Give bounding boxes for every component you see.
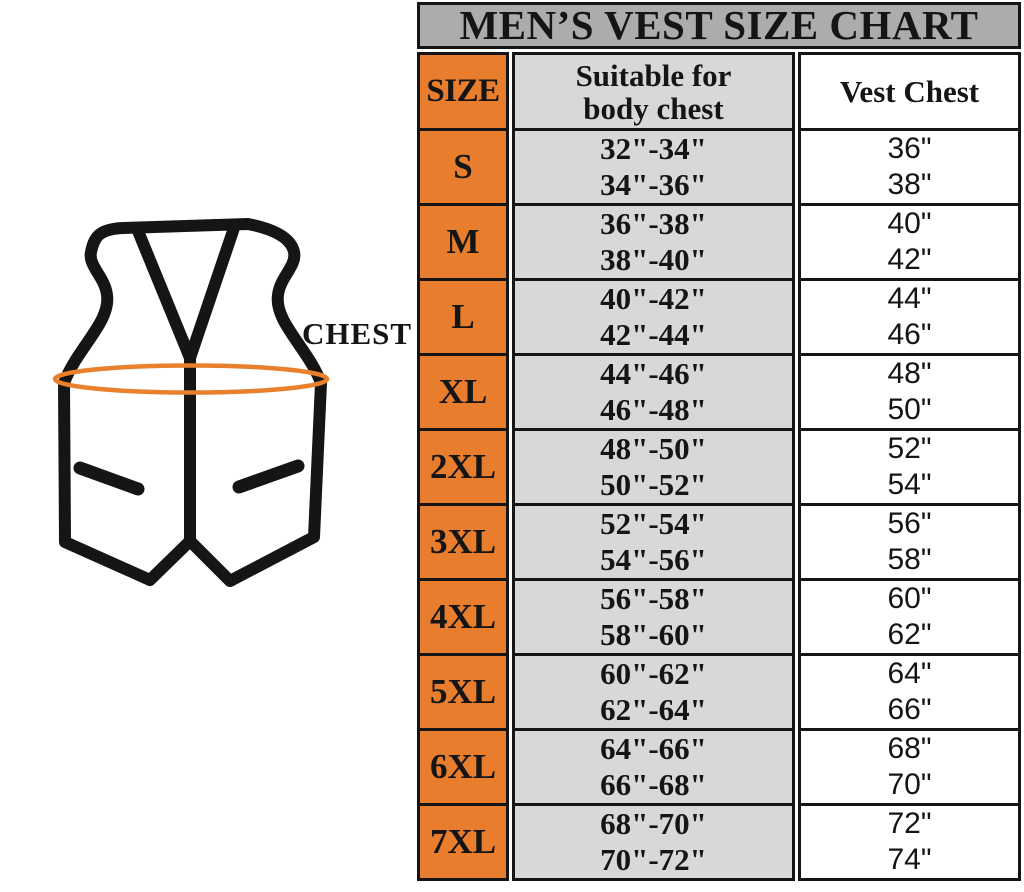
body-chest-cell: 40"-42" 42"-44" bbox=[515, 278, 792, 353]
size-cell: 5XL bbox=[420, 653, 506, 728]
size-chart-table: MEN’S VEST SIZE CHART SIZE S M L XL 2XL 3XL 4X… bbox=[417, 2, 1021, 881]
body-chest-value: 56"-58" bbox=[600, 581, 707, 616]
vest-chest-value: 48" bbox=[887, 357, 932, 390]
column-header-size: SIZE bbox=[426, 73, 500, 109]
vest-chest-value: 44" bbox=[887, 282, 932, 315]
vest-chest-cell: 44" 46" bbox=[801, 278, 1018, 353]
chest-label: CHEST bbox=[302, 316, 413, 351]
vest-chest-value: 64" bbox=[887, 657, 932, 690]
vest-chest-value: 66" bbox=[887, 693, 932, 726]
body-chest-value: 36"-38" bbox=[600, 206, 707, 241]
body-chest-cell: 56"-58" 58"-60" bbox=[515, 578, 792, 653]
size-cell: 7XL bbox=[420, 803, 506, 878]
vest-chest-value: 72" bbox=[887, 807, 932, 840]
body-chest-value: 70"-72" bbox=[600, 842, 707, 877]
column-header-body-chest-line1: Suitable for bbox=[575, 57, 732, 93]
table-columns: SIZE S M L XL 2XL 3XL 4XL 5XL 6XL 7XL Suitable fo… bbox=[417, 52, 1021, 881]
body-chest-value: 50"-52" bbox=[600, 467, 707, 502]
vest-chest-value: 56" bbox=[887, 507, 932, 540]
body-chest-value: 42"-44" bbox=[600, 317, 707, 352]
size-cell: 6XL bbox=[420, 728, 506, 803]
column-header-vest-chest: Vest Chest bbox=[839, 73, 980, 109]
column-body-chest: Suitable for body chest 32"-34" 34"-36" 36… bbox=[512, 52, 795, 881]
body-chest-value: 62"-64" bbox=[600, 692, 707, 727]
chest-measurement-ellipse bbox=[52, 363, 330, 395]
size-cell: M bbox=[420, 203, 506, 278]
body-chest-value: 44"-46" bbox=[600, 356, 707, 391]
vest-chest-value: 46" bbox=[887, 318, 932, 351]
vest-chest-value: 68" bbox=[887, 732, 932, 765]
body-chest-value: 34"-36" bbox=[600, 167, 707, 202]
body-chest-value: 54"-56" bbox=[600, 542, 707, 577]
body-chest-cell: 64"-66" 66"-68" bbox=[515, 728, 792, 803]
vest-chest-cell: 60" 62" bbox=[801, 578, 1018, 653]
body-chest-value: 32"-34" bbox=[600, 131, 707, 166]
body-chest-value: 64"-66" bbox=[600, 731, 707, 766]
column-size: SIZE S M L XL 2XL 3XL 4XL 5XL 6XL 7XL bbox=[417, 52, 509, 881]
vest-chest-value: 36" bbox=[887, 132, 932, 165]
vest-chest-cell: 64" 66" bbox=[801, 653, 1018, 728]
vest-chest-cell: 52" 54" bbox=[801, 428, 1018, 503]
vest-illustration bbox=[52, 218, 330, 587]
vest-chest-value: 60" bbox=[887, 582, 932, 615]
chart-title: MEN’S VEST SIZE CHART bbox=[417, 2, 1021, 49]
size-cell: 4XL bbox=[420, 578, 506, 653]
body-chest-value: 48"-50" bbox=[600, 431, 707, 466]
vest-chest-value: 70" bbox=[887, 768, 932, 801]
body-chest-value: 60"-62" bbox=[600, 656, 707, 691]
vest-chest-value: 74" bbox=[887, 843, 932, 876]
body-chest-cell: 36"-38" 38"-40" bbox=[515, 203, 792, 278]
body-chest-cell: 52"-54" 54"-56" bbox=[515, 503, 792, 578]
vest-chest-value: 54" bbox=[887, 468, 932, 501]
size-cell: 2XL bbox=[420, 428, 506, 503]
size-cell: 3XL bbox=[420, 503, 506, 578]
vest-chest-value: 62" bbox=[887, 618, 932, 651]
vest-chest-value: 50" bbox=[887, 393, 932, 426]
vest-chest-cell: 56" 58" bbox=[801, 503, 1018, 578]
column-vest-chest: Vest Chest 36" 38" 40" 42" 44" 46" 48" 50" 52" 54… bbox=[798, 52, 1021, 881]
column-header-body-chest: Suitable for body chest bbox=[515, 55, 792, 128]
body-chest-value: 66"-68" bbox=[600, 767, 707, 802]
vest-chest-value: 52" bbox=[887, 432, 932, 465]
vest-chest-value: 58" bbox=[887, 543, 932, 576]
body-chest-cell: 68"-70" 70"-72" bbox=[515, 803, 792, 878]
body-chest-value: 68"-70" bbox=[600, 806, 707, 841]
body-chest-value: 40"-42" bbox=[600, 281, 707, 316]
vest-chest-cell: 48" 50" bbox=[801, 353, 1018, 428]
body-chest-cell: 44"-46" 46"-48" bbox=[515, 353, 792, 428]
body-chest-value: 38"-40" bbox=[600, 242, 707, 277]
body-chest-value: 58"-60" bbox=[600, 617, 707, 652]
vest-chest-cell: 40" 42" bbox=[801, 203, 1018, 278]
vest-chest-cell: 72" 74" bbox=[801, 803, 1018, 878]
body-chest-cell: 60"-62" 62"-64" bbox=[515, 653, 792, 728]
body-chest-value: 46"-48" bbox=[600, 392, 707, 427]
vest-left-pocket bbox=[73, 461, 145, 496]
column-header-body-chest-line2: body chest bbox=[583, 90, 724, 126]
size-cell: L bbox=[420, 278, 506, 353]
body-chest-value: 52"-54" bbox=[600, 506, 707, 541]
vest-chest-cell: 68" 70" bbox=[801, 728, 1018, 803]
vest-chest-value: 42" bbox=[887, 243, 932, 276]
vest-chest-value: 40" bbox=[887, 207, 932, 240]
vest-right-pocket bbox=[232, 459, 305, 494]
size-cell: S bbox=[420, 128, 506, 203]
body-chest-cell: 32"-34" 34"-36" bbox=[515, 128, 792, 203]
vest-chest-value: 38" bbox=[887, 168, 932, 201]
body-chest-cell: 48"-50" 50"-52" bbox=[515, 428, 792, 503]
vest-chest-cell: 36" 38" bbox=[801, 128, 1018, 203]
size-cell: XL bbox=[420, 353, 506, 428]
